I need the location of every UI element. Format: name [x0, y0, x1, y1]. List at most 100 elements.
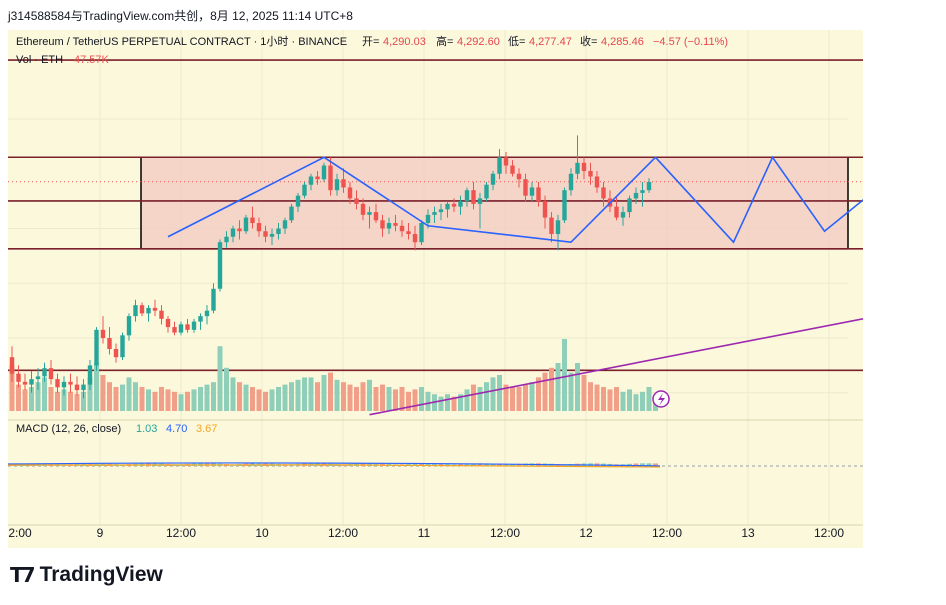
- volume-bar: [438, 396, 444, 411]
- volume-bar: [386, 387, 392, 411]
- volume-bar: [360, 382, 366, 411]
- macd-value-3: 3.67: [196, 423, 217, 435]
- candle: [100, 329, 106, 339]
- candle: [464, 190, 470, 202]
- candle: [204, 310, 210, 317]
- chart-caption: j314588584与TradingView.com共创，8月 12, 2025…: [8, 9, 353, 23]
- price-chart[interactable]: 4,400.004,200.004,100.004,000.003,900.00…: [8, 30, 863, 548]
- volume-bar: [328, 372, 333, 411]
- candle: [133, 305, 138, 317]
- macd-label: MACD (12, 26, close): [16, 423, 121, 435]
- volume-bar: [302, 377, 307, 411]
- macd-histogram-bar: [477, 463, 483, 466]
- candle: [289, 206, 294, 221]
- x-tick-label: 12:00: [652, 526, 682, 540]
- candle: [419, 223, 424, 243]
- candle: [633, 192, 639, 199]
- candle: [29, 379, 34, 385]
- volume-bar: [308, 377, 314, 411]
- candle: [113, 348, 119, 358]
- candle: [451, 203, 457, 207]
- candle: [55, 379, 60, 388]
- volume-bar: [29, 387, 34, 411]
- candle: [341, 179, 346, 188]
- volume-bar: [497, 375, 502, 411]
- candle: [516, 173, 522, 180]
- candle: [542, 201, 548, 218]
- candle: [321, 165, 327, 180]
- volume-bar: [367, 379, 372, 411]
- candle: [94, 329, 99, 366]
- volume-bar: [588, 382, 593, 411]
- x-tick-label: 12:00: [328, 526, 358, 540]
- x-tick-label: 12:00: [490, 526, 520, 540]
- volume-bar: [477, 387, 483, 411]
- candle: [230, 228, 236, 237]
- x-tick-label: 12:00: [166, 526, 196, 540]
- volume-bar: [425, 391, 431, 411]
- candle: [120, 335, 125, 358]
- volume-bar: [373, 387, 379, 411]
- candle: [360, 203, 366, 215]
- volume-bar: [120, 384, 125, 411]
- candle: [146, 307, 151, 314]
- candle: [367, 212, 372, 215]
- volume-bar: [451, 396, 457, 411]
- volume-bar: [126, 377, 132, 411]
- candle: [380, 220, 385, 229]
- candle: [269, 233, 275, 237]
- candle: [588, 171, 593, 177]
- macd-histogram-bar: [497, 463, 502, 466]
- volume-bar: [185, 391, 190, 411]
- candle: [295, 195, 301, 207]
- macd-histogram-bar: [464, 463, 470, 466]
- macd-histogram-bar: [503, 464, 509, 466]
- candle: [243, 217, 249, 232]
- volume-bar: [87, 377, 93, 411]
- volume-bar: [471, 384, 476, 411]
- candle: [484, 184, 489, 199]
- volume-bar: [178, 394, 184, 411]
- grid: [8, 30, 848, 525]
- x-tick-label: 12:00: [814, 526, 844, 540]
- candle: [536, 187, 541, 202]
- candle: [42, 368, 47, 377]
- volume-bar: [490, 377, 496, 411]
- candle: [594, 176, 600, 188]
- candle: [523, 179, 528, 196]
- candle: [490, 173, 496, 185]
- volume-bar: [237, 382, 242, 411]
- candle: [22, 381, 28, 385]
- lightning-icon[interactable]: [652, 390, 670, 408]
- symbol-title: Ethereum / TetherUS PERPETUAL CONTRACT ·…: [16, 35, 347, 48]
- macd-histogram-bar: [484, 463, 489, 466]
- candle: [48, 368, 54, 380]
- chart-panel[interactable]: 4,400.004,200.004,100.004,000.003,900.00…: [8, 30, 863, 548]
- close-value: 4,285.46: [601, 36, 644, 48]
- volume-bar: [224, 367, 229, 411]
- volume-bar: [172, 391, 177, 411]
- volume-bar: [191, 389, 197, 411]
- volume-bar: [42, 377, 47, 411]
- time-axis: 2:00 9 12:00 10 12:00 11 12:00 12 12:00 13 12:00: [8, 524, 863, 540]
- macd-histogram-bar: [419, 463, 424, 466]
- candle: [393, 223, 398, 226]
- volume-bar: [445, 394, 450, 411]
- candle: [568, 173, 574, 191]
- volume-bar: [211, 382, 216, 411]
- volume-bar: [614, 387, 619, 411]
- macd-value-2: 4.70: [166, 423, 187, 435]
- zigzag-pattern-line: [167, 155, 863, 244]
- volume-bar: [107, 382, 112, 411]
- volume-bar: [399, 387, 405, 411]
- candle: [640, 190, 645, 193]
- macd-histogram-bar: [438, 463, 444, 466]
- candle: [555, 220, 561, 234]
- open-label: 开=: [362, 36, 379, 48]
- candle: [614, 206, 619, 218]
- candle: [386, 223, 392, 229]
- volume-bar: [568, 372, 574, 411]
- candle: [529, 187, 535, 196]
- macd-histogram-bar: [490, 463, 496, 466]
- candles: [9, 135, 652, 399]
